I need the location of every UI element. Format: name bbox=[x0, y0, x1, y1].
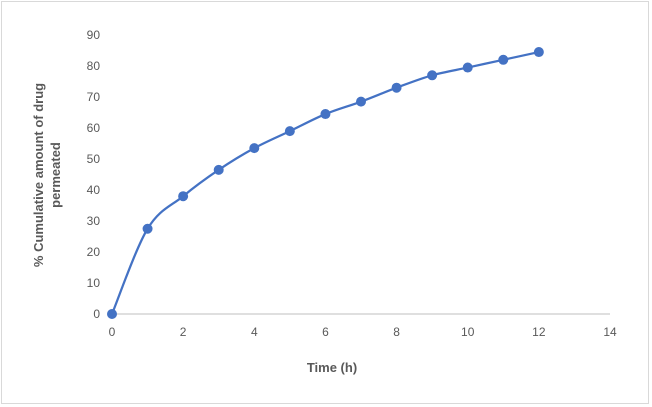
data-point bbox=[356, 96, 366, 107]
x-tick-label: 0 bbox=[109, 325, 116, 339]
y-tick-label: 40 bbox=[87, 183, 101, 197]
y-tick-label: 50 bbox=[87, 152, 101, 166]
y-tick-label: 0 bbox=[93, 307, 100, 321]
y-axis-title: % Cumulative amount of drug permeated bbox=[31, 83, 63, 267]
x-tick-labels: 0 2 4 6 8 10 12 14 bbox=[109, 325, 617, 339]
y-axis-title-line-1: % Cumulative amount of drug bbox=[31, 83, 46, 267]
y-axis-title-line-2: permeated bbox=[48, 142, 63, 208]
x-tick-label: 14 bbox=[603, 325, 617, 339]
data-point bbox=[320, 109, 331, 120]
x-tick-label: 10 bbox=[461, 325, 475, 339]
data-point bbox=[533, 47, 544, 58]
y-tick-label: 30 bbox=[87, 214, 101, 228]
y-tick-label: 10 bbox=[87, 276, 101, 290]
data-point bbox=[178, 191, 189, 202]
data-point bbox=[284, 126, 295, 137]
data-point bbox=[249, 143, 260, 154]
data-point bbox=[498, 54, 509, 65]
data-point bbox=[213, 164, 224, 175]
series-line bbox=[110, 50, 540, 315]
data-point bbox=[142, 223, 153, 234]
x-tick-label: 6 bbox=[322, 325, 329, 339]
series-layer bbox=[107, 47, 544, 319]
x-axis-title: Time (h) bbox=[307, 360, 357, 375]
x-tick-label: 2 bbox=[180, 325, 187, 339]
y-tick-labels: 0 10 20 30 40 50 60 70 80 90 bbox=[87, 28, 101, 321]
x-tick-label: 12 bbox=[532, 325, 546, 339]
data-point bbox=[107, 309, 117, 319]
x-tick-label: 4 bbox=[251, 325, 258, 339]
y-tick-label: 70 bbox=[87, 90, 101, 104]
data-point bbox=[427, 70, 438, 81]
y-tick-label: 60 bbox=[87, 121, 101, 135]
data-point bbox=[391, 82, 402, 93]
x-tick-label: 8 bbox=[393, 325, 400, 339]
data-point bbox=[462, 62, 473, 73]
y-tick-label: 20 bbox=[87, 245, 101, 259]
y-tick-label: 80 bbox=[87, 59, 101, 73]
y-tick-label: 90 bbox=[87, 28, 101, 42]
